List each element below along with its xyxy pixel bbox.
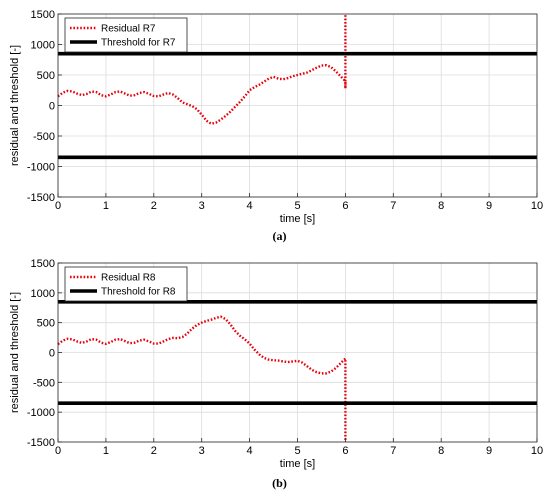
- legend-label: Threshold for R8: [101, 287, 176, 298]
- legend-label: Residual R8: [101, 273, 156, 284]
- x-axis-label: time [s]: [280, 458, 315, 470]
- legend-label: Threshold for R7: [101, 38, 176, 49]
- x-tick-label: 3: [199, 200, 205, 212]
- y-tick-label: -1000: [27, 162, 55, 174]
- x-tick-label: 2: [151, 200, 157, 212]
- y-tick-label: 1000: [31, 288, 55, 300]
- y-tick-label: 0: [49, 101, 55, 113]
- figure-caption: (b): [272, 476, 287, 490]
- x-tick-label: 6: [342, 445, 348, 457]
- series-line-1: [57, 315, 347, 442]
- x-tick-label: 5: [294, 445, 300, 457]
- y-tick-label: 500: [37, 70, 55, 82]
- x-tick-label: 8: [438, 200, 444, 212]
- x-tick-label: 5: [294, 200, 300, 212]
- x-axis-label: time [s]: [280, 213, 315, 225]
- legend-label: Residual R7: [101, 24, 156, 35]
- y-axis-label: residual and threshold [-]: [9, 292, 21, 413]
- chart-panel-1: 0 1 2 3 4 5 6 7 8 9 10 -1500 -1000 -500 0 500 1000 1500 ti…: [9, 9, 543, 243]
- y-tick-label: 1000: [31, 40, 55, 52]
- chart-panel-2: 0 1 2 3 4 5 6 7 8 9 10 -1500 -1000 -500 0 500 1000 1500 ti…: [9, 258, 543, 490]
- y-tick-label: -1500: [27, 192, 55, 204]
- y-axis-label: residual and threshold [-]: [9, 45, 21, 166]
- x-tick-label: 4: [247, 200, 253, 212]
- legend: Residual R8 Threshold for R8: [64, 266, 188, 302]
- figure-caption: (a): [273, 229, 287, 243]
- legend: Residual R7 Threshold for R7: [64, 17, 188, 53]
- y-tick-label: -500: [33, 377, 55, 389]
- x-tick-label: 10: [531, 200, 543, 212]
- x-tick-label: 9: [486, 200, 492, 212]
- x-tick-label: 10: [531, 445, 543, 457]
- y-tick-label: 500: [37, 318, 55, 330]
- x-tick-label: 0: [55, 445, 61, 457]
- x-tick-label: 2: [151, 445, 157, 457]
- legend-box: [64, 17, 188, 53]
- x-tick-label: 4: [247, 445, 253, 457]
- x-tick-label: 7: [390, 445, 396, 457]
- y-tick-label: -1500: [27, 437, 55, 449]
- x-tick-label: 8: [438, 445, 444, 457]
- y-tick-label: 1500: [31, 258, 55, 270]
- x-tick-label: 3: [199, 445, 205, 457]
- y-tick-label: -1000: [27, 407, 55, 419]
- y-tick-label: -500: [33, 131, 55, 143]
- y-tick-label: 1500: [31, 9, 55, 21]
- x-tick-label: 9: [486, 445, 492, 457]
- x-tick-label: 1: [103, 445, 109, 457]
- x-tick-label: 1: [103, 200, 109, 212]
- y-tick-label: 0: [49, 348, 55, 360]
- legend-box: [64, 266, 188, 302]
- x-tick-label: 0: [55, 200, 61, 212]
- x-tick-label: 6: [342, 200, 348, 212]
- x-tick-label: 7: [390, 200, 396, 212]
